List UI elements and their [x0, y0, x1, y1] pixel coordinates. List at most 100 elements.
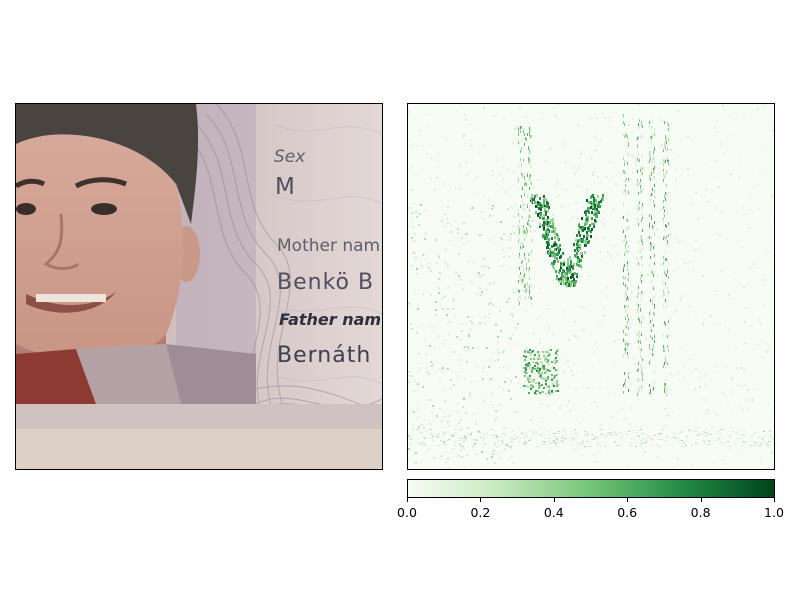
heatmap-cell: [528, 146, 529, 149]
heatmap-cell: [618, 445, 620, 446]
heatmap-cell: [555, 390, 557, 392]
heatmap-cell: [557, 260, 559, 263]
heatmap-cell: [501, 167, 503, 169]
heatmap-cell: [595, 215, 597, 218]
heatmap-cell: [684, 262, 686, 264]
heatmap-cell: [603, 437, 605, 438]
heatmap-cell: [744, 307, 746, 309]
heatmap-cell: [531, 135, 532, 138]
heatmap-cell: [421, 265, 423, 267]
heatmap-cell: [546, 351, 548, 353]
heatmap-cell: [586, 222, 588, 225]
heatmap-cell: [467, 427, 469, 429]
heatmap-cell: [502, 389, 504, 391]
heatmap-cell: [570, 271, 572, 274]
heatmap-cell: [552, 107, 554, 109]
heatmap-cell: [448, 467, 450, 469]
heatmap-cell: [642, 241, 643, 244]
heatmap-cell: [666, 158, 667, 161]
heatmap-cell: [476, 440, 478, 441]
heatmap-cell: [456, 205, 458, 207]
heatmap-cell: [744, 342, 746, 344]
heatmap-cell: [479, 123, 481, 125]
heatmap-cell: [715, 232, 717, 234]
heatmap-cell: [735, 432, 737, 433]
heatmap-cell: [525, 372, 527, 374]
heatmap-cell: [639, 201, 640, 204]
heatmap-cell: [467, 316, 469, 318]
heatmap-cell: [418, 224, 420, 226]
heatmap-cell: [645, 338, 647, 340]
heatmap-cell: [664, 229, 666, 231]
heatmap-cell: [729, 446, 731, 447]
heatmap-cell: [638, 304, 639, 307]
heatmap-cell: [470, 139, 472, 141]
heatmap-cell: [525, 116, 527, 118]
heatmap-cell: [624, 253, 625, 256]
heatmap-cell: [674, 168, 676, 170]
heatmap-cell: [430, 433, 432, 434]
heatmap-cell: [604, 445, 606, 446]
heatmap-cell: [661, 219, 663, 221]
heatmap-cell: [637, 137, 638, 140]
heatmap-cell: [479, 435, 481, 436]
heatmap-cell: [490, 141, 492, 143]
heatmap-cell: [530, 354, 532, 356]
heatmap-cell: [732, 134, 734, 136]
heatmap-cell: [762, 279, 764, 281]
heatmap-cell: [638, 436, 640, 437]
heatmap-cell: [428, 429, 430, 430]
heatmap-cell: [529, 149, 530, 152]
heatmap-cell: [511, 438, 513, 439]
heatmap-cell: [542, 391, 544, 393]
heatmap-cell: [510, 338, 512, 340]
heatmap-cell: [491, 429, 493, 430]
heatmap-cell: [417, 429, 419, 430]
heatmap-cell: [650, 178, 651, 181]
heatmap-cell: [443, 435, 445, 436]
heatmap-cell: [529, 178, 530, 181]
heatmap-cell: [546, 150, 548, 152]
heatmap-cell: [562, 442, 564, 443]
heatmap-cell: [462, 323, 464, 325]
heatmap-cell: [489, 313, 491, 315]
heatmap-cell: [664, 267, 666, 269]
heatmap-cell: [623, 133, 624, 136]
heatmap-cell: [524, 183, 525, 186]
heatmap-cell: [629, 423, 631, 425]
heatmap-cell: [665, 135, 666, 138]
heatmap-cell: [624, 372, 625, 375]
heatmap-cell: [422, 254, 424, 256]
heatmap-cell: [541, 417, 543, 419]
mother-name-label: Mother nam: [277, 236, 381, 256]
heatmap-cell: [535, 382, 537, 384]
heatmap-cell: [642, 264, 643, 267]
heatmap-cell: [568, 400, 570, 402]
heatmap-cell: [606, 287, 608, 289]
heatmap-cell: [414, 233, 416, 235]
heatmap-cell: [513, 232, 515, 234]
heatmap-cell: [641, 135, 642, 138]
heatmap-cell: [768, 441, 770, 442]
heatmap-cell: [642, 372, 643, 375]
heatmap-cell: [624, 135, 625, 138]
heatmap-cell: [753, 263, 755, 265]
heatmap-cell: [625, 250, 626, 253]
heatmap-cell: [626, 325, 627, 328]
heatmap-cell: [761, 340, 763, 342]
heatmap-cell: [637, 183, 638, 186]
heatmap-cell: [503, 433, 505, 434]
heatmap-cell: [563, 261, 565, 264]
heatmap-cell: [721, 429, 723, 430]
heatmap-cell: [690, 195, 692, 197]
sex-value: M: [275, 174, 296, 200]
heatmap-cell: [449, 240, 451, 242]
heatmap-cell: [465, 119, 467, 121]
heatmap-cell: [628, 226, 629, 229]
heatmap-cell: [563, 282, 565, 285]
heatmap-cell: [741, 385, 743, 387]
heatmap-cell: [583, 235, 585, 238]
heatmap-cell: [677, 154, 679, 156]
heatmap-cell: [479, 432, 481, 433]
heatmap-cell: [544, 351, 546, 353]
